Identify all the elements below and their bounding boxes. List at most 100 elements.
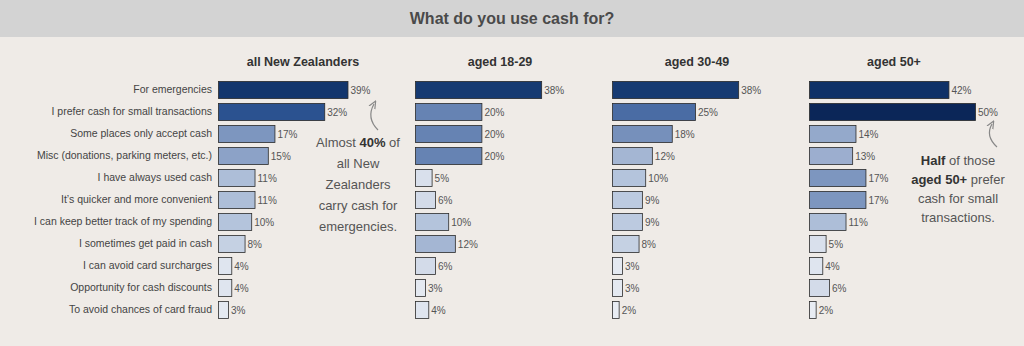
data-label: 32% xyxy=(327,107,347,118)
panel-title: aged 18-29 xyxy=(468,55,533,69)
bar xyxy=(810,81,949,98)
category-label: Opportunity for cash discounts xyxy=(70,281,212,293)
chart: What do you use cash for? For emergencies… xyxy=(0,0,1024,346)
annotation-span: of those xyxy=(945,153,995,168)
bar xyxy=(219,213,252,230)
category-tick: To avoid chances of card fraud xyxy=(69,303,212,315)
annotation: Almost 40% ofall NewZealanderscarry cash… xyxy=(316,104,400,234)
data-label: 15% xyxy=(271,151,291,162)
annotation-span: Zealanders xyxy=(325,177,391,192)
bar xyxy=(810,169,866,186)
bar xyxy=(810,279,830,296)
data-label: 6% xyxy=(438,195,453,206)
bars xyxy=(613,81,739,318)
bar xyxy=(416,257,436,274)
bar xyxy=(613,301,620,318)
data-label: 20% xyxy=(484,129,504,140)
annotation-text: all New xyxy=(337,156,380,171)
category-label: To avoid chances of card fraud xyxy=(69,303,212,315)
title-banner xyxy=(0,0,1024,37)
bar xyxy=(613,213,643,230)
data-label: 25% xyxy=(698,107,718,118)
category-tick: I can avoid card surcharges xyxy=(83,259,212,271)
data-label: 2% xyxy=(819,305,834,316)
annotation-span: transactions. xyxy=(921,210,995,225)
data-label: 17% xyxy=(277,129,297,140)
data-label: 5% xyxy=(435,173,450,184)
bar xyxy=(810,125,856,142)
data-label: 2% xyxy=(622,305,637,316)
category-label: It’s quicker and more convenient xyxy=(61,193,212,205)
data-label: 20% xyxy=(484,107,504,118)
data-label: 38% xyxy=(544,85,564,96)
data-label: 3% xyxy=(625,283,640,294)
annotation-text: Zealanders xyxy=(325,177,391,192)
data-label: 3% xyxy=(625,261,640,272)
data-label: 12% xyxy=(458,239,478,250)
data-label: 9% xyxy=(645,195,660,206)
annotation: Half of those aged 50+ prefer cash for sma… xyxy=(911,124,1005,225)
data-label: 12% xyxy=(655,151,675,162)
annotation-text: aged 50+ prefer xyxy=(911,172,1005,187)
bar xyxy=(219,125,275,142)
bar xyxy=(810,213,847,230)
data-label: 11% xyxy=(258,195,277,206)
bar xyxy=(416,191,436,208)
bar xyxy=(810,147,853,164)
bar xyxy=(613,257,623,274)
data-label: 17% xyxy=(868,173,888,184)
bar xyxy=(219,147,269,164)
bar xyxy=(810,191,866,208)
bar xyxy=(810,103,976,120)
bar xyxy=(613,191,643,208)
background xyxy=(0,0,1024,346)
data-label: 17% xyxy=(868,195,888,206)
annotation-text: cash for small xyxy=(918,191,998,206)
bar xyxy=(613,125,673,142)
data-label: 11% xyxy=(849,217,868,228)
bars xyxy=(416,81,542,318)
data-label: 6% xyxy=(438,261,453,272)
annotation-span: Almost xyxy=(316,135,359,150)
bar xyxy=(613,81,739,98)
bar xyxy=(613,169,646,186)
bar xyxy=(613,147,653,164)
data-label: 4% xyxy=(825,261,840,272)
bar xyxy=(416,125,482,142)
category-label: For emergencies xyxy=(133,83,212,95)
annotation-text: transactions. xyxy=(921,210,995,225)
bar xyxy=(416,147,482,164)
annotation-emphasis: 40% xyxy=(359,135,385,150)
category-label: I can keep better track of my spending xyxy=(34,215,212,227)
title: What do you use cash for? xyxy=(410,10,614,27)
category-tick: Opportunity for cash discounts xyxy=(70,281,212,293)
annotation-span: cash for small xyxy=(918,191,998,206)
category-tick: It’s quicker and more convenient xyxy=(61,193,212,205)
annotation-text: Half of those xyxy=(921,153,995,168)
category-tick: I have always used cash xyxy=(98,171,213,183)
category-label: I have always used cash xyxy=(98,171,213,183)
data-label: 11% xyxy=(258,173,277,184)
data-label: 18% xyxy=(675,129,695,140)
bar xyxy=(810,301,817,318)
category-tick: For emergencies xyxy=(133,83,212,95)
bar xyxy=(416,279,426,296)
data-label: 9% xyxy=(645,217,660,228)
panel-title: all New Zealanders xyxy=(247,55,360,69)
data-label: 10% xyxy=(451,217,471,228)
bar xyxy=(416,213,449,230)
bar xyxy=(219,103,325,120)
annotation-span: of xyxy=(385,135,400,150)
bar xyxy=(613,103,696,120)
data-label: 14% xyxy=(858,129,878,140)
bar xyxy=(416,103,482,120)
data-label: 42% xyxy=(951,85,971,96)
category-axis: For emergenciesI prefer cash for small t… xyxy=(34,83,212,315)
bar xyxy=(810,235,827,252)
annotation-span: emergencies. xyxy=(319,219,397,234)
bar xyxy=(613,279,623,296)
data-label: 38% xyxy=(741,85,761,96)
data-label: 4% xyxy=(234,283,249,294)
data-label: 8% xyxy=(642,239,657,250)
category-label: Some places only accept cash xyxy=(70,127,212,139)
